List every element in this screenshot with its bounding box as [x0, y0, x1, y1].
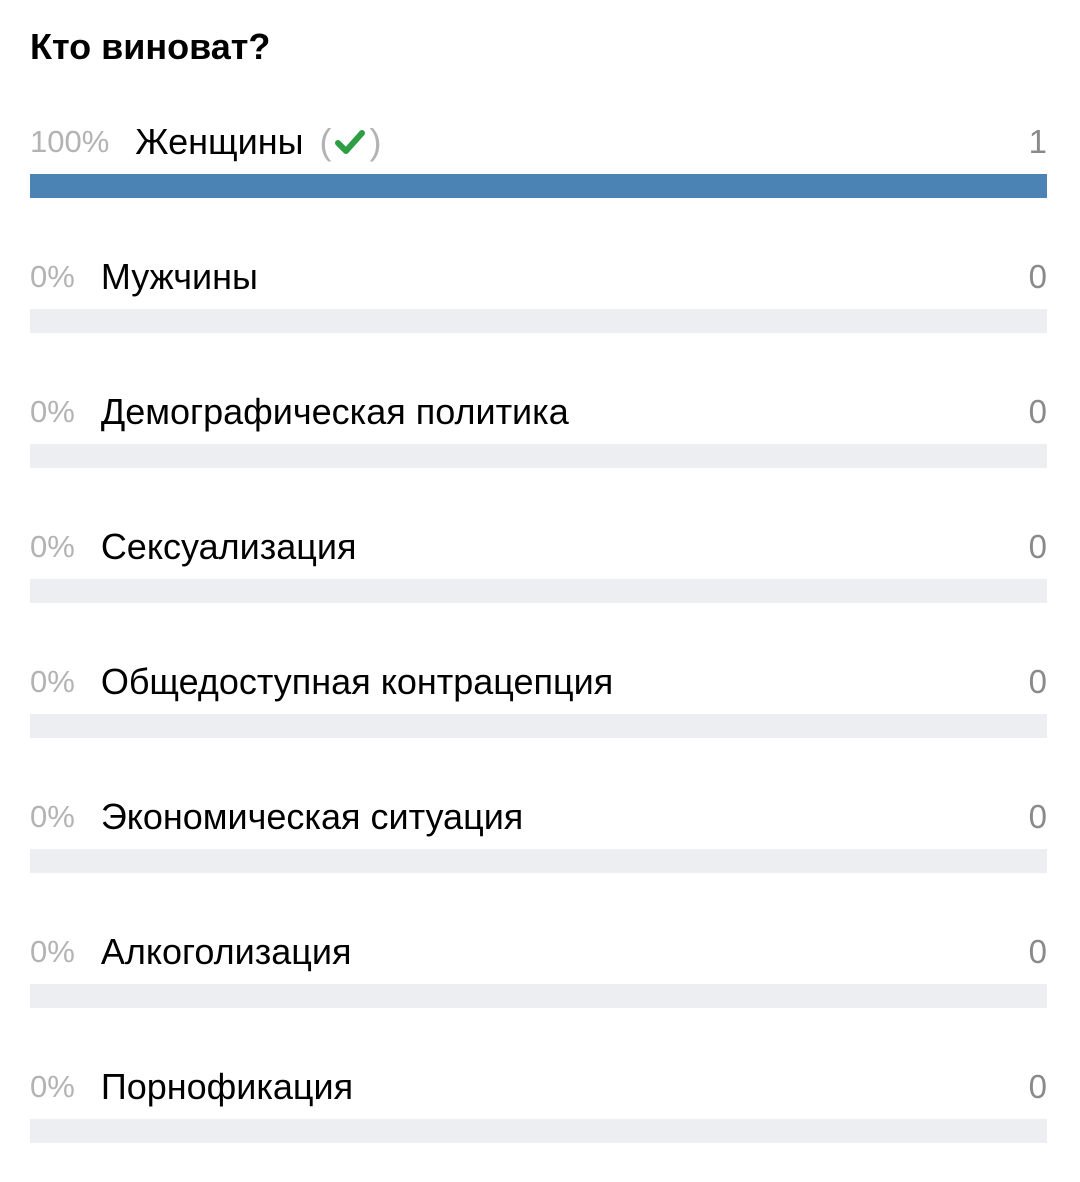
- option-label: Алкоголизация: [100, 931, 352, 972]
- option-label: Порнофикация: [100, 1066, 354, 1107]
- poll-option[interactable]: 0% Сексуализация 0: [30, 522, 1047, 642]
- option-label: Общедоступная контрацепция: [100, 661, 614, 702]
- option-vote-count: 1: [1028, 123, 1047, 160]
- option-percent: 100%: [30, 124, 110, 159]
- poll-option[interactable]: 0% Общедоступная контрацепция 0: [30, 657, 1047, 777]
- poll-option[interactable]: 0% Экономическая ситуация 0: [30, 792, 1047, 912]
- option-vote-count: 0: [1028, 528, 1047, 565]
- option-progress-fill: [30, 174, 1047, 198]
- poll-option[interactable]: 0% Алкоголизация 0: [30, 927, 1047, 1047]
- option-percent: 0%: [30, 664, 75, 699]
- checkmark-icon: [335, 130, 366, 154]
- poll-option[interactable]: 100% Женщины () 1: [30, 117, 1047, 237]
- option-label: Демографическая политика: [100, 391, 569, 432]
- option-label: Сексуализация: [100, 526, 357, 567]
- poll-option[interactable]: 0% Порнофикация 0: [30, 1062, 1047, 1182]
- option-progress-bar: [30, 309, 1047, 333]
- option-progress-bar: [30, 849, 1047, 873]
- option-vote-count: 0: [1028, 1068, 1047, 1105]
- option-label: Женщины: [135, 121, 304, 162]
- option-percent: 0%: [30, 394, 75, 429]
- option-label: Мужчины: [100, 256, 258, 297]
- option-progress-bar: [30, 174, 1047, 198]
- option-vote-count: 0: [1028, 393, 1047, 430]
- option-percent: 0%: [30, 799, 75, 834]
- option-progress-bar: [30, 579, 1047, 603]
- voted-marker: (): [319, 121, 382, 162]
- option-progress-bar: [30, 444, 1047, 468]
- option-progress-bar: [30, 1119, 1047, 1143]
- option-percent: 0%: [30, 259, 75, 294]
- option-percent: 0%: [30, 1069, 75, 1104]
- option-percent: 0%: [30, 529, 75, 564]
- option-vote-count: 0: [1028, 258, 1047, 295]
- option-vote-count: 0: [1028, 663, 1047, 700]
- poll-option[interactable]: 0% Демографическая политика 0: [30, 387, 1047, 507]
- option-vote-count: 0: [1028, 798, 1047, 835]
- option-progress-bar: [30, 984, 1047, 1008]
- option-percent: 0%: [30, 934, 75, 969]
- poll-question: Кто виноват?: [30, 26, 271, 67]
- option-progress-bar: [30, 714, 1047, 738]
- option-label: Экономическая ситуация: [100, 796, 524, 837]
- poll-option[interactable]: 0% Мужчины 0: [30, 252, 1047, 372]
- option-vote-count: 0: [1028, 933, 1047, 970]
